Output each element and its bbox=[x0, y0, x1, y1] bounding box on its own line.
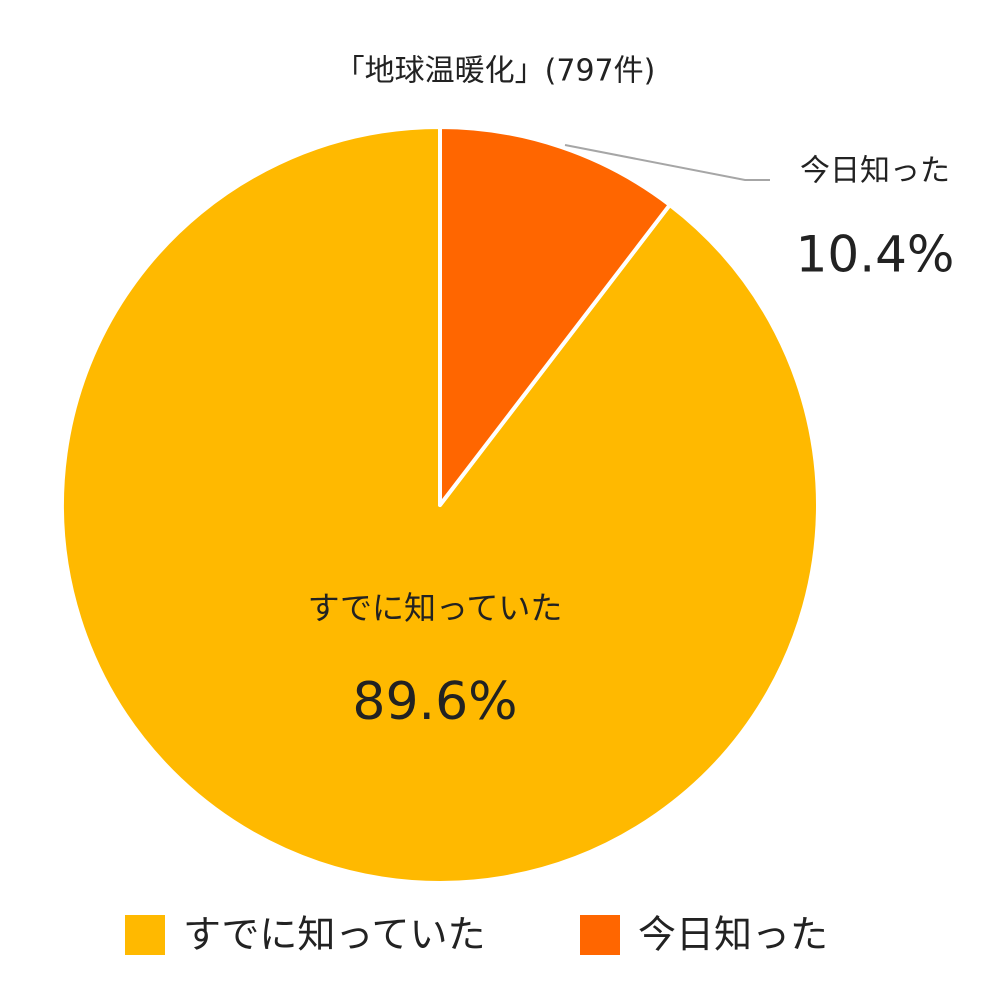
data-label-value: 89.6% bbox=[352, 672, 517, 732]
legend-label: すでに知っていた bbox=[183, 913, 485, 957]
chart-title: 「地球温暖化」(797件) bbox=[335, 54, 656, 89]
legend-swatch bbox=[125, 915, 165, 955]
data-label-value: 10.4% bbox=[796, 226, 955, 284]
pie-slice bbox=[438, 125, 672, 507]
data-label-name: すでに知っていた bbox=[308, 589, 563, 627]
leader-line bbox=[564, 144, 770, 181]
legend-label: 今日知った bbox=[638, 913, 828, 957]
data-label-name: 今日知った bbox=[800, 154, 950, 189]
legend-swatch bbox=[580, 915, 620, 955]
